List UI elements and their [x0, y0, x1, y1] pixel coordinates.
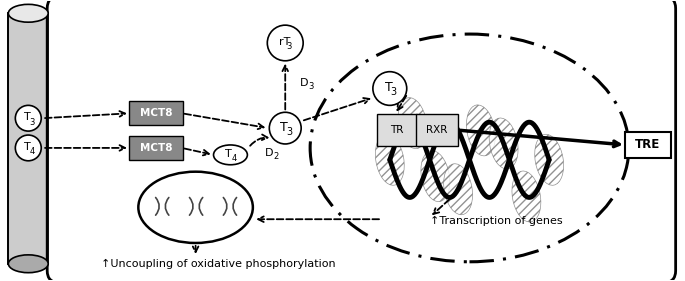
Text: MCT8: MCT8	[140, 108, 172, 118]
Text: 3: 3	[308, 82, 314, 91]
Ellipse shape	[214, 145, 247, 165]
Text: T: T	[385, 81, 393, 94]
Ellipse shape	[398, 98, 427, 149]
Text: D: D	[265, 148, 274, 158]
Ellipse shape	[8, 4, 48, 22]
FancyBboxPatch shape	[8, 13, 48, 264]
Ellipse shape	[310, 34, 629, 262]
Ellipse shape	[444, 164, 473, 215]
Text: 3: 3	[286, 42, 292, 51]
Text: ↑Transcription of genes: ↑Transcription of genes	[429, 216, 562, 226]
FancyBboxPatch shape	[377, 114, 416, 146]
Text: 3: 3	[286, 127, 292, 137]
Circle shape	[15, 105, 41, 131]
Text: 4: 4	[232, 154, 237, 163]
Ellipse shape	[466, 105, 495, 156]
Text: rT: rT	[279, 37, 290, 47]
Text: MCT8: MCT8	[140, 143, 172, 153]
FancyBboxPatch shape	[625, 132, 671, 158]
Circle shape	[267, 25, 303, 61]
Ellipse shape	[535, 134, 564, 185]
Text: RXR: RXR	[426, 125, 447, 135]
Text: TR: TR	[390, 125, 403, 135]
Ellipse shape	[489, 118, 518, 169]
Text: D: D	[300, 78, 309, 88]
Circle shape	[373, 72, 407, 105]
FancyBboxPatch shape	[129, 136, 183, 160]
Text: T: T	[225, 149, 232, 159]
Ellipse shape	[421, 151, 450, 201]
FancyBboxPatch shape	[129, 101, 183, 125]
Text: 3: 3	[390, 87, 397, 98]
Text: ↑Uncoupling of oxidative phosphorylation: ↑Uncoupling of oxidative phosphorylation	[101, 259, 336, 269]
Circle shape	[269, 112, 301, 144]
Text: T: T	[24, 142, 31, 152]
Text: 2: 2	[273, 152, 279, 161]
Ellipse shape	[8, 255, 48, 273]
Text: T: T	[24, 112, 31, 122]
FancyBboxPatch shape	[416, 114, 458, 146]
Text: T: T	[280, 121, 288, 134]
Text: 3: 3	[29, 118, 35, 127]
Ellipse shape	[512, 171, 541, 222]
Ellipse shape	[138, 172, 253, 243]
Circle shape	[15, 135, 41, 161]
Ellipse shape	[375, 134, 404, 185]
Text: TRE: TRE	[635, 139, 660, 151]
FancyBboxPatch shape	[47, 0, 675, 281]
Text: 4: 4	[29, 148, 35, 157]
